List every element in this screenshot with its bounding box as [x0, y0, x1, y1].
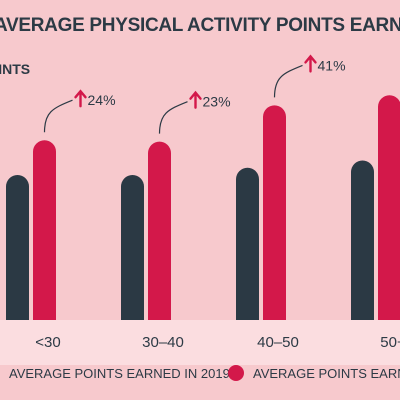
category-band — [0, 320, 400, 365]
up-arrow-icon — [74, 89, 87, 108]
x-tick-label-1: 30–40 — [142, 334, 184, 351]
legend-swatch-1 — [228, 365, 244, 381]
tick-labels-group: <30 30–40 40–50 50+ — [35, 334, 400, 351]
change-label-0: 24% — [88, 92, 116, 108]
change-connector-1 — [158, 101, 188, 134]
y-axis-label: POINTS — [0, 61, 30, 77]
x-tick-label-2: 40–50 — [257, 334, 299, 351]
up-arrow-icon — [304, 54, 317, 73]
x-tick-label-0: <30 — [35, 334, 60, 351]
up-arrow-icon — [189, 90, 202, 109]
bars-group — [6, 95, 400, 321]
legend: AVERAGE POINTS EARNED IN 2019 AVERAGE POI… — [9, 365, 400, 381]
change-label-1: 23% — [203, 94, 231, 110]
bar-current-2 — [263, 105, 286, 321]
bar-2019-2 — [236, 167, 259, 320]
bar-2019-1 — [121, 175, 144, 320]
change-connector-2 — [273, 64, 303, 98]
change-annotations-group: 24% 23% 41% — [43, 54, 346, 134]
chart-title: AVERAGE PHYSICAL ACTIVITY POINTS EARNED … — [0, 15, 400, 36]
bar-current-0 — [33, 140, 56, 320]
bar-2019-0 — [6, 175, 30, 320]
x-tick-label-3: 50+ — [380, 334, 400, 351]
change-connector-0 — [43, 99, 73, 133]
bar-current-1 — [148, 141, 171, 320]
legend-label-1: AVERAGE POINTS EARNED — [253, 366, 400, 381]
legend-label-0: AVERAGE POINTS EARNED IN 2019 — [9, 366, 230, 381]
change-label-2: 41% — [318, 57, 346, 73]
bar-current-3 — [378, 95, 400, 320]
bar-2019-3 — [351, 160, 374, 320]
